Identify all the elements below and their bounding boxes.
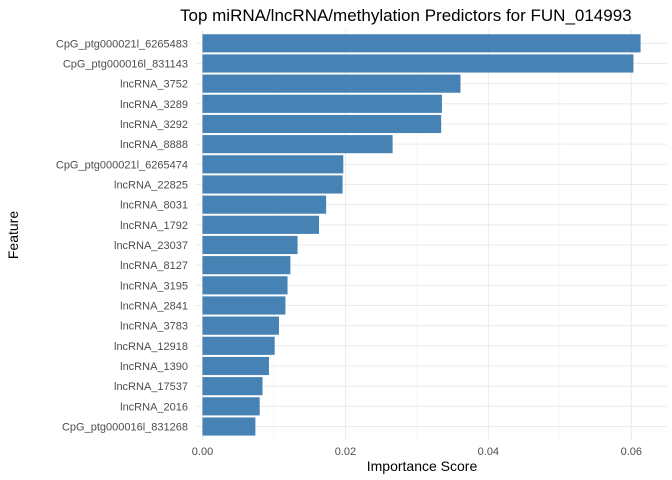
bar: [202, 235, 298, 255]
y-tick-label: lncRNA_1792: [120, 220, 188, 232]
bar: [202, 215, 319, 234]
y-tick-label: lncRNA_3292: [120, 119, 188, 131]
x-axis-title: Importance Score: [367, 458, 478, 474]
bar: [202, 316, 279, 335]
bar: [202, 276, 288, 295]
y-tick-label: lncRNA_12918: [114, 341, 188, 353]
y-tick-label: lncRNA_8031: [120, 200, 188, 212]
y-tick-label: lncRNA_2841: [120, 300, 188, 312]
y-axis-title: Feature: [5, 211, 21, 259]
y-tick-label: lncRNA_3783: [120, 321, 188, 333]
y-tick-label: lncRNA_8127: [120, 260, 188, 272]
bar: [202, 74, 461, 93]
y-tick-label: lncRNA_17537: [114, 381, 188, 393]
bar: [202, 377, 263, 396]
y-tick-label: CpG_ptg000016l_831143: [63, 58, 188, 70]
bar: [202, 34, 641, 53]
y-tick-label: CpG_ptg000016l_831268: [62, 422, 188, 434]
bar: [202, 356, 269, 376]
x-tick-label: 0.02: [335, 446, 356, 458]
y-tick-label: lncRNA_2016: [120, 401, 188, 413]
bar: [202, 155, 344, 174]
bar: [202, 417, 256, 436]
y-tick-label: lncRNA_22825: [114, 179, 188, 191]
y-tick-label: lncRNA_3752: [120, 79, 188, 91]
y-tick-label: lncRNA_3289: [120, 99, 188, 111]
bar: [202, 195, 327, 214]
bars: [202, 34, 641, 436]
x-tick-label: 0.00: [192, 446, 213, 458]
x-tick-labels: 0.00 0.02 0.04 0.06: [192, 446, 642, 458]
y-tick-label: CpG_ptg000021l_6265483: [56, 38, 188, 50]
y-tick-label: CpG_ptg000021l_6265474: [56, 159, 188, 171]
bar: [202, 94, 442, 113]
y-tick-label: lncRNA_8888: [120, 139, 188, 151]
bar: [202, 114, 442, 134]
x-tick-label: 0.06: [621, 446, 642, 458]
bar: [202, 135, 393, 154]
y-tick-labels: CpG_ptg000021l_6265483 CpG_ptg000016l_831…: [56, 38, 188, 433]
y-tick-label: lncRNA_23037: [114, 240, 188, 252]
bar: [202, 336, 275, 355]
bar: [202, 397, 260, 416]
bar: [202, 54, 634, 73]
y-tick-label: lncRNA_3195: [120, 280, 188, 292]
bar: [202, 175, 343, 194]
y-tick-label: lncRNA_1390: [120, 361, 188, 373]
x-tick-label: 0.04: [478, 446, 499, 458]
bar: [202, 256, 291, 275]
bar: [202, 296, 286, 315]
chart-title: Top miRNA/lncRNA/methylation Predictors …: [180, 6, 632, 25]
